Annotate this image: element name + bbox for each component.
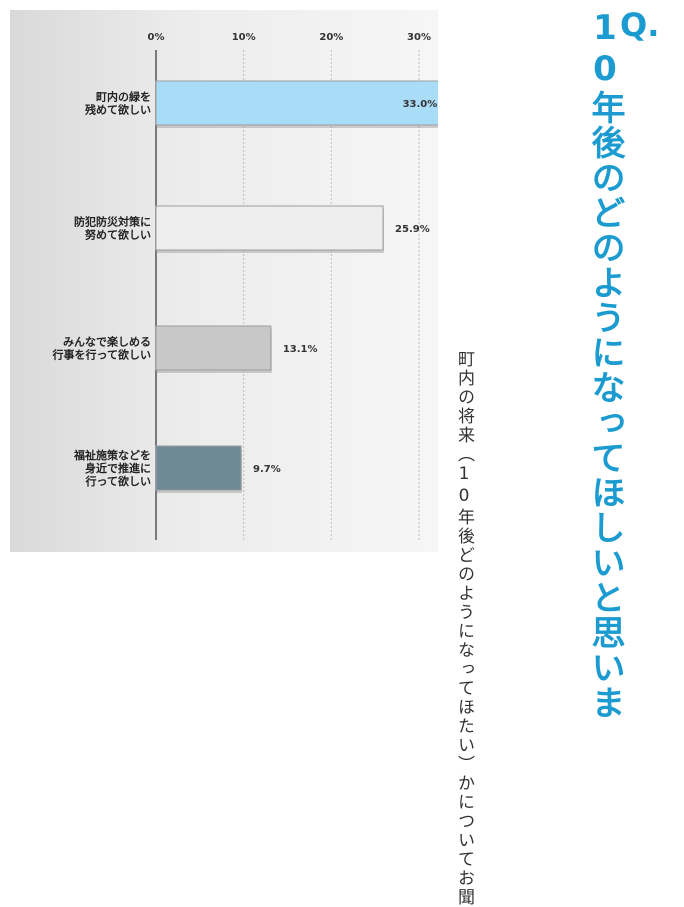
category-label: みんなで楽しめる <box>63 335 151 349</box>
category-label: 身近で推進に <box>85 461 151 475</box>
x-tick-label: 30% <box>407 32 431 43</box>
category-label: 残めて欲しい <box>85 103 151 117</box>
value-label: 25.9% <box>395 224 430 235</box>
question-description: 町内の将来（10年後どのようになってほたい）かについてお聞 <box>454 350 474 907</box>
x-tick-label: 0% <box>148 32 165 43</box>
bar <box>155 80 438 126</box>
category-label: 努めて欲しい <box>85 228 151 242</box>
value-label: 13.1% <box>283 344 318 355</box>
bar <box>155 205 384 251</box>
value-label: 33.0% <box>403 99 438 110</box>
category-label: 行事を行って欲しい <box>52 348 151 362</box>
value-label: 9.7% <box>253 464 281 475</box>
category-label: 町内の緑を <box>96 90 151 104</box>
category-label: 行って欲しい <box>85 474 151 488</box>
question-title: 10年後のどのようになってほしいと思いま <box>585 8 625 720</box>
x-tick-label: 20% <box>319 32 343 43</box>
category-label: 福祉施策などを <box>73 448 151 462</box>
bar <box>155 445 242 491</box>
bar <box>155 325 272 371</box>
x-tick-label: 10% <box>232 32 256 43</box>
chart-panel: 0% 10% 20% 30% 33.0% 町内の緑を 残めて欲しい 25.9% 防犯防災対策に努… <box>10 10 438 552</box>
question-marker: Q. <box>620 6 660 44</box>
category-label: 防犯防災対策に <box>74 215 151 229</box>
